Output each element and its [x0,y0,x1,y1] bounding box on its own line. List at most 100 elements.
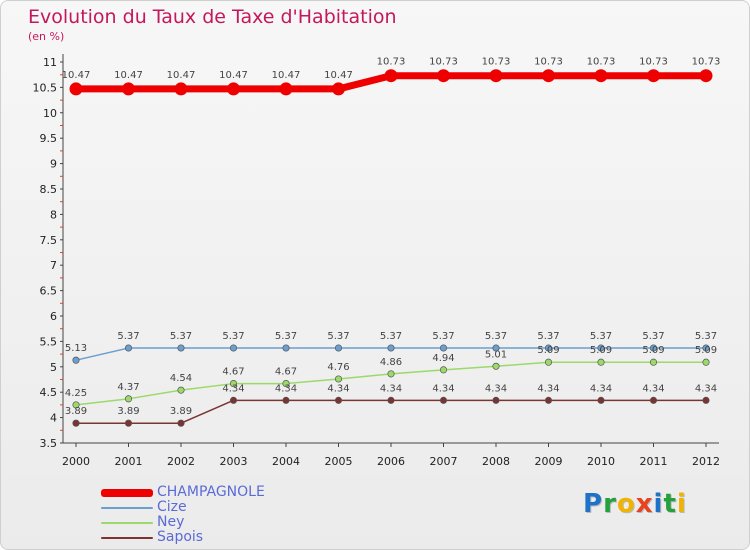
data-label: 4.34 [275,383,297,394]
data-label: 4.34 [432,383,454,394]
y-tick-label: 10 [43,107,57,120]
data-point [282,380,290,388]
y-tick-label: 8.5 [40,183,58,196]
data-label: 4.34 [222,383,244,394]
x-tick-label: 2005 [325,455,353,468]
data-label: 4.34 [590,383,612,394]
data-label: 10.47 [62,70,91,81]
data-point [124,395,133,403]
y-tick-label: 8 [50,208,57,221]
data-point [647,69,660,83]
data-point [387,370,395,378]
y-tick-label: 5 [50,361,57,374]
data-label: 5.37 [642,331,664,342]
series-champagnole: 10.47 10.47 10.47 10.47 10.47 10.47 10.73 10.73… [62,57,721,96]
data-point [544,396,553,404]
data-point [649,396,658,404]
data-label: 5.13 [65,343,87,354]
legend-swatch [101,489,153,497]
legend-swatch [101,522,153,524]
data-label: 10.73 [429,57,458,68]
data-point [69,82,83,96]
logo-letter: i [676,489,687,519]
x-tick-label: 2007 [430,455,458,468]
data-point [72,401,80,409]
chart-subtitle: (en %) [28,30,65,43]
data-point [177,344,185,352]
data-label: 5.37 [432,331,454,342]
data-point [282,344,290,352]
data-label: 4.34 [485,383,507,394]
data-point [177,419,185,427]
data-point [439,366,448,374]
legend-label: CHAMPAGNOLE [157,484,265,500]
data-label: 4.94 [432,353,454,364]
data-label: 10.73 [482,57,511,68]
chart-title: Evolution du Taux de Taxe d'Habitation [28,6,397,28]
logo-letter: x [635,489,654,519]
data-label: 4.34 [642,383,664,394]
y-tick-label: 7 [50,259,57,272]
proxiti-logo: Proxiti [583,489,687,519]
data-label: 5.01 [485,349,507,360]
data-label: 5.37 [170,331,192,342]
y-tick-label: 9.5 [40,132,58,145]
data-point [542,69,555,83]
data-point [597,344,605,352]
y-tick-label: 4.5 [40,386,58,399]
data-point [702,396,710,404]
data-label: 5.37 [380,331,402,342]
x-tick-label: 2001 [115,455,143,468]
data-label: 4.34 [695,383,717,394]
data-point [334,344,343,352]
data-point [227,82,240,96]
data-point [702,344,710,352]
data-label: 5.09 [590,345,612,356]
data-label: 10.73 [587,57,616,68]
data-point [332,82,345,96]
data-point [544,344,553,352]
data-point [594,69,608,83]
data-label: 4.67 [222,367,244,378]
data-label: 4.25 [65,388,87,399]
y-tick-label: 6.5 [40,285,58,298]
data-label: 3.89 [117,406,139,417]
data-label: 5.37 [485,331,507,342]
data-point [699,69,713,83]
logo-letter: t [663,489,677,519]
data-point [437,69,450,83]
legend-label: Sapois [157,529,204,545]
x-tick-label: 2012 [692,455,720,468]
data-point [384,69,398,83]
data-label: 10.47 [272,70,301,81]
series-ney: 4.25 4.37 4.54 4.67 4.67 4.76 4.86 4.94 5.01 5.09… [65,345,717,409]
data-point [387,396,395,404]
data-label: 4.54 [170,373,192,384]
y-tick-label: 3.5 [40,437,58,450]
data-point [334,396,343,404]
data-point [177,386,185,394]
data-label: 5.37 [275,331,297,342]
y-tick-label: 11 [43,56,57,69]
data-label: 4.86 [380,357,402,368]
x-tick-label: 2006 [377,455,405,468]
y-tick-label: 9 [50,158,57,171]
data-label: 10.73 [692,57,721,68]
x-tick-label: 2003 [220,455,248,468]
data-label: 10.47 [219,70,248,81]
y-tick-label: 7.5 [40,234,58,247]
logo-letter: i [653,489,664,519]
logo-letter: P [583,489,604,519]
data-label: 5.37 [590,331,612,342]
data-point [544,358,553,366]
data-label: 3.89 [170,406,192,417]
data-point [489,69,503,83]
data-label: 5.09 [537,345,559,356]
data-label: 10.47 [167,70,196,81]
data-point [174,82,188,96]
data-label: 3.89 [65,406,87,417]
data-point [439,344,448,352]
x-tick-label: 2002 [167,455,195,468]
